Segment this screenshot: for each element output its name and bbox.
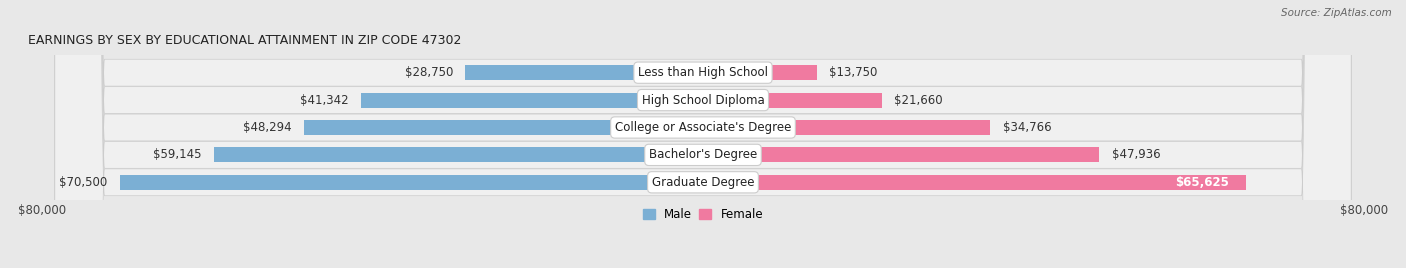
Text: $70,500: $70,500 (59, 176, 108, 189)
FancyBboxPatch shape (55, 0, 1351, 268)
Text: $48,294: $48,294 (243, 121, 291, 134)
Text: $41,342: $41,342 (301, 94, 349, 107)
FancyBboxPatch shape (55, 0, 1351, 268)
Text: $21,660: $21,660 (894, 94, 943, 107)
Text: $34,766: $34,766 (1002, 121, 1052, 134)
Bar (703, 92, 882, 108)
FancyBboxPatch shape (55, 0, 1351, 268)
FancyBboxPatch shape (55, 0, 1351, 268)
Legend: Male, Female: Male, Female (638, 204, 768, 226)
Text: $59,145: $59,145 (153, 148, 201, 161)
Text: Graduate Degree: Graduate Degree (652, 176, 754, 189)
Bar (361, 92, 703, 108)
Bar (465, 65, 703, 80)
Text: $28,750: $28,750 (405, 66, 453, 79)
Text: $13,750: $13,750 (830, 66, 877, 79)
Bar (703, 175, 1246, 190)
Text: Less than High School: Less than High School (638, 66, 768, 79)
Text: Source: ZipAtlas.com: Source: ZipAtlas.com (1281, 8, 1392, 18)
Text: Bachelor's Degree: Bachelor's Degree (650, 148, 756, 161)
Bar (214, 147, 703, 162)
Bar (703, 65, 817, 80)
Bar (120, 175, 703, 190)
Bar (703, 120, 990, 135)
FancyBboxPatch shape (55, 0, 1351, 268)
Bar (703, 147, 1099, 162)
Bar (304, 120, 703, 135)
Text: College or Associate's Degree: College or Associate's Degree (614, 121, 792, 134)
Text: $47,936: $47,936 (1112, 148, 1160, 161)
Text: EARNINGS BY SEX BY EDUCATIONAL ATTAINMENT IN ZIP CODE 47302: EARNINGS BY SEX BY EDUCATIONAL ATTAINMEN… (28, 34, 461, 47)
Text: $65,625: $65,625 (1175, 176, 1229, 189)
Text: High School Diploma: High School Diploma (641, 94, 765, 107)
